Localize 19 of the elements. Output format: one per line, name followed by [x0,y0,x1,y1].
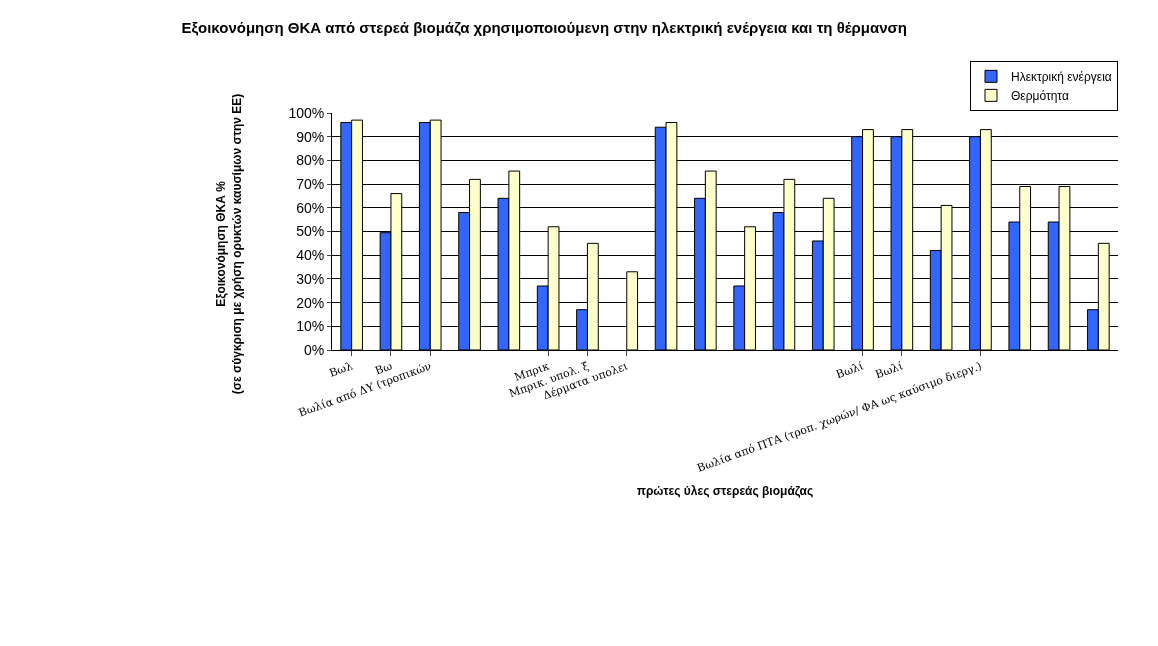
chart-title: Εξοικονόμηση ΘΚΑ από στερεά βιομάζα χρησιμοποιούμενη στην ηλεκτρική ενέργεια και τη θέρμανση [181,19,907,37]
x-axis-title: πρώτες ύλες στερεάς βιομάζας [636,483,814,498]
y-tick-label: 20% [296,294,325,311]
y-tick-label: 100% [288,104,325,121]
y-tick-label: 70% [296,176,325,192]
y-tick-label: 10% [296,318,325,335]
y-tick-label: 60% [296,199,325,216]
y-tick-label: 40% [296,247,325,264]
x-tick-label: Βωλί [873,359,905,382]
y-tick-label: 50% [296,223,325,240]
y-tick-label: 80% [296,152,325,169]
legend-label: Θερμότητα [1011,89,1069,104]
y-axis-title: Εξοικονόμηση ΘΚΑ % (σε σύγκριση με χρήση ορυκτών καυσίμων στην ΕΕ) [214,93,245,395]
x-tick-label: Βωλ [327,359,355,380]
y-tick-label: 90% [296,128,325,145]
legend-label: Ηλεκτρική ενέργεια [1011,70,1112,85]
x-tick-label: Βωλί [834,359,866,382]
y-tick-label: 0% [303,341,325,358]
y-tick-label: 30% [296,270,325,287]
